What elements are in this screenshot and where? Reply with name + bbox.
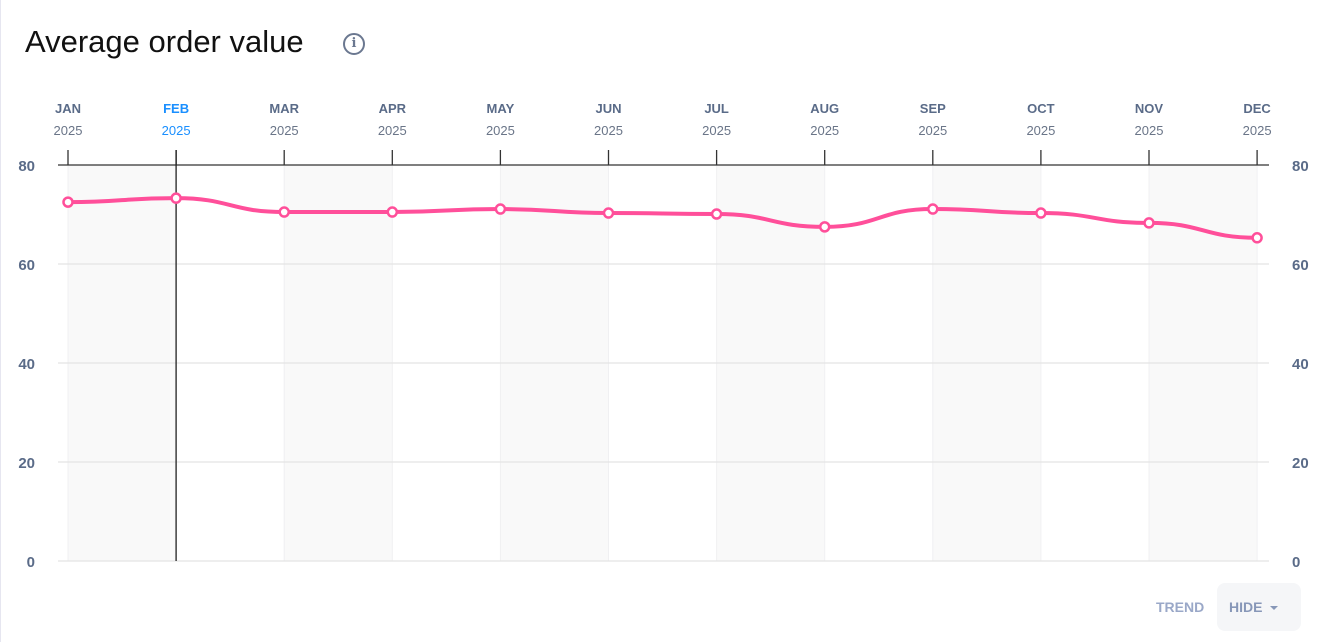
x-tick-year: 2025 [594,123,623,138]
x-tick-month: DEC [1243,101,1271,116]
x-tick-month: FEB [163,101,189,116]
x-tick-year: 2025 [1135,123,1164,138]
data-point [494,203,507,215]
y-tick-label-left: 20 [18,455,35,472]
x-tick-month: OCT [1027,101,1055,116]
x-tick-month: JUL [704,101,729,116]
y-tick-label-right: 20 [1292,455,1309,472]
data-point [62,196,74,208]
series-line [67,196,1258,240]
data-point [1143,217,1155,229]
hide-label: HIDE [1229,599,1263,615]
x-tick-year: 2025 [918,123,947,138]
chart-title: Average order value [25,24,304,59]
y-tick-label-right: 40 [1292,356,1309,373]
x-tick-year: 2025 [270,123,299,138]
data-point [710,208,723,220]
y-tick-label-left: 60 [18,257,35,274]
x-tick-year: 2025 [378,123,407,138]
x-tick-month: NOV [1135,101,1164,116]
data-point [1035,207,1047,219]
y-tick-label-left: 80 [18,158,35,175]
y-tick-label-right: 0 [1292,554,1300,571]
y-tick-label-right: 60 [1292,257,1309,274]
x-tick-month: JUN [595,101,621,116]
data-point [278,206,290,218]
x-tick-month: SEP [920,101,946,116]
data-point [602,207,615,219]
info-icon[interactable]: i [343,33,365,55]
y-tick-label-left: 40 [18,356,35,373]
x-tick-year: 2025 [486,123,515,138]
x-tick-month: AUG [810,101,839,116]
x-tick-month: JAN [55,101,81,116]
x-tick-month: MAR [269,101,299,116]
data-point [818,221,831,233]
x-tick-month: APR [379,101,407,116]
data-point [386,206,399,218]
y-tick-label-right: 80 [1292,158,1309,175]
x-tick-year: 2025 [1243,123,1272,138]
trend-hide-dropdown[interactable]: HIDE [1217,583,1301,631]
x-tick-year: 2025 [810,123,839,138]
data-point [1251,232,1263,244]
data-point [170,192,182,204]
x-tick-year: 2025 [162,123,191,138]
caret-down-icon [1270,606,1279,611]
x-tick-year: 2025 [1026,123,1055,138]
x-tick-year: 2025 [54,123,83,138]
x-tick-year: 2025 [702,123,731,138]
trend-label: TREND [1156,599,1205,615]
data-point [927,203,939,215]
y-tick-label-left: 0 [27,554,35,571]
x-tick-month: MAY [487,101,515,116]
